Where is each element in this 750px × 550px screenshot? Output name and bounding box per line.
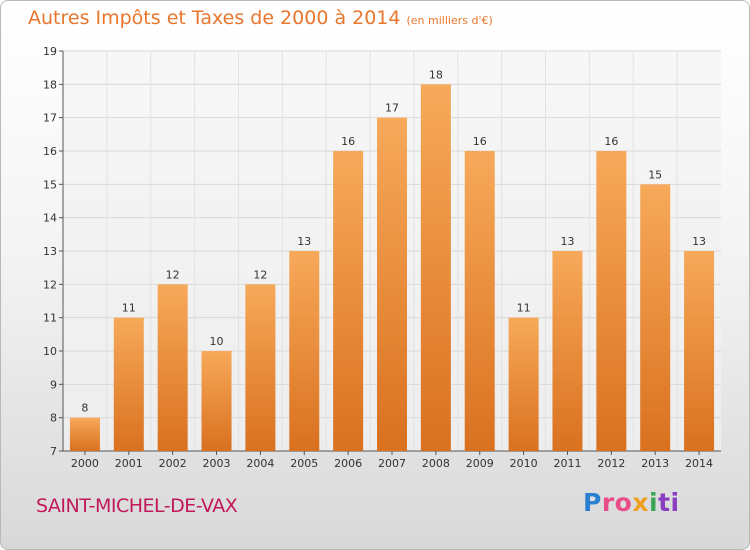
bar-2012: [596, 151, 627, 451]
x-tick-label-2006: 2006: [334, 457, 362, 470]
proxiti-logo: Proxiti: [583, 488, 680, 517]
bar-2000: [69, 417, 100, 451]
data-label-2007: 17: [385, 102, 399, 115]
y-tick-label: 14: [43, 212, 57, 225]
bar-2004: [245, 284, 276, 451]
bar-2006: [333, 151, 364, 451]
data-label-2010: 11: [517, 302, 531, 315]
bar-2014: [684, 251, 715, 451]
bar-2007: [377, 117, 407, 452]
bar-2010: [508, 317, 539, 451]
bar-2001: [113, 317, 144, 451]
y-tick-label: 12: [43, 278, 57, 291]
data-labels: 8 11 12 10 12 13 16 17 18 16 11 13 16 15 13: [81, 68, 706, 414]
y-tick-label: 13: [43, 245, 57, 258]
data-label-2013: 15: [648, 168, 662, 181]
bar-2005: [289, 251, 320, 451]
data-label-2009: 16: [473, 135, 487, 148]
x-tick-label-2010: 2010: [510, 457, 538, 470]
data-label-2011: 13: [560, 235, 574, 248]
chart-title-unit: (en milliers d'€): [406, 14, 493, 27]
data-label-2002: 12: [166, 268, 180, 281]
data-label-2005: 13: [297, 235, 311, 248]
y-tick-label: 9: [50, 378, 57, 391]
data-label-2006: 16: [341, 135, 355, 148]
x-tick-label-2008: 2008: [422, 457, 450, 470]
x-tick-label-2011: 2011: [553, 457, 581, 470]
x-tick-label-2012: 2012: [597, 457, 625, 470]
x-tick-label-2007: 2007: [378, 457, 406, 470]
data-label-2004: 12: [253, 268, 267, 281]
y-tick-label: 16: [43, 145, 57, 158]
bars: [69, 84, 715, 452]
axes: 7 8 9 10 11 12 13 14 15 16 17 18 19 2000 2001 2002 2003 2…: [43, 45, 721, 470]
data-label-2008: 18: [429, 68, 443, 81]
bar-2008: [420, 84, 451, 451]
data-label-2012: 16: [604, 135, 618, 148]
y-tick-label: 7: [50, 445, 57, 458]
data-label-2000: 8: [81, 402, 88, 415]
y-tick-label: 8: [50, 412, 57, 425]
x-tick-label-2004: 2004: [246, 457, 274, 470]
bar-2009: [464, 151, 495, 451]
x-tick-label-2001: 2001: [115, 457, 143, 470]
x-tick-label-2013: 2013: [641, 457, 669, 470]
y-tick-label: 19: [43, 45, 57, 58]
x-tick-label-2014: 2014: [685, 457, 713, 470]
x-tick-label-2005: 2005: [290, 457, 318, 470]
data-label-2003: 10: [210, 335, 224, 348]
data-label-2001: 11: [122, 302, 136, 315]
bar-2003: [201, 351, 232, 451]
x-tick-label-2002: 2002: [159, 457, 187, 470]
x-tick-label-2009: 2009: [466, 457, 494, 470]
chart-title-main: Autres Impôts et Taxes de 2000 à 2014: [28, 7, 401, 29]
x-tick-label-2000: 2000: [71, 457, 99, 470]
bar-2013: [640, 184, 671, 452]
bar-2002: [157, 284, 188, 451]
commune-name: SAINT-MICHEL-DE-VAX: [36, 495, 238, 517]
y-tick-label: 10: [43, 345, 57, 358]
x-tick-label-2003: 2003: [203, 457, 231, 470]
y-tick-label: 18: [43, 78, 57, 91]
y-tick-label: 11: [43, 312, 57, 325]
chart-title: Autres Impôts et Taxes de 2000 à 2014 (en…: [28, 7, 493, 29]
bar-2011: [552, 251, 583, 451]
y-tick-label: 17: [43, 112, 57, 125]
data-label-2014: 13: [692, 235, 706, 248]
bar-chart: 7 8 9 10 11 12 13 14 15 16 17 18 19 2000 2001 2002 2003 2…: [43, 45, 721, 470]
y-tick-label: 15: [43, 178, 57, 191]
